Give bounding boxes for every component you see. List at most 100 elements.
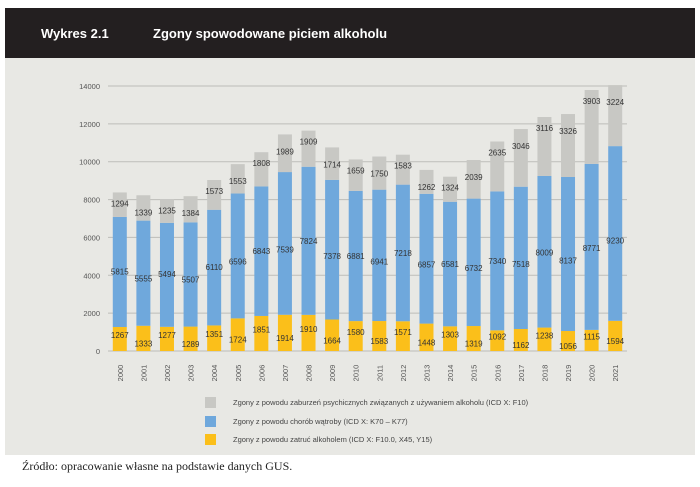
bar-segment xyxy=(443,201,458,327)
data-label: 6581 xyxy=(441,260,459,269)
bar-segment xyxy=(301,314,316,351)
bar-segment xyxy=(136,195,151,221)
bar-segment xyxy=(159,326,174,351)
data-label: 1294 xyxy=(111,199,129,208)
figure-header: Wykres 2.1 Zgony spowodowane piciem alko… xyxy=(5,8,695,58)
x-tick-label: 2004 xyxy=(210,365,219,382)
x-tick-label: 2021 xyxy=(611,365,620,382)
bar-segment xyxy=(513,186,528,330)
legend-swatch-yellow xyxy=(205,434,216,445)
bar-segment xyxy=(395,154,410,185)
data-label: 1583 xyxy=(370,337,388,346)
y-tick-label: 0 xyxy=(96,347,100,356)
data-label: 3046 xyxy=(512,142,530,151)
data-label: 1910 xyxy=(300,325,318,334)
data-label: 1319 xyxy=(465,340,483,349)
bar-segment xyxy=(159,199,174,223)
y-tick-label: 2000 xyxy=(83,309,100,318)
legend-label: Zgony z powodu chorób wątroby (ICD X: K7… xyxy=(233,417,408,426)
x-tick-label: 2012 xyxy=(399,365,408,382)
y-tick-label: 12000 xyxy=(79,120,100,129)
x-tick-label: 2007 xyxy=(281,365,290,382)
bar-segment xyxy=(608,85,623,147)
data-label: 7378 xyxy=(323,252,341,261)
bar-segment xyxy=(608,320,623,351)
x-tick-label: 2020 xyxy=(588,365,597,382)
bar-segment xyxy=(608,146,623,321)
bar-segment xyxy=(372,189,387,322)
data-label: 1162 xyxy=(512,341,530,350)
bar-segment xyxy=(254,315,269,351)
data-label: 3224 xyxy=(606,98,624,107)
data-label: 5815 xyxy=(111,267,129,276)
data-label: 1267 xyxy=(111,331,129,340)
bar-segment xyxy=(419,193,434,324)
data-label: 1235 xyxy=(158,206,176,215)
data-label: 1909 xyxy=(300,138,318,147)
data-label: 1324 xyxy=(441,184,459,193)
data-label: 1583 xyxy=(394,162,412,171)
bar-segment xyxy=(513,129,528,187)
bar-segment xyxy=(490,330,505,351)
bar-segment xyxy=(537,116,552,176)
data-label: 1808 xyxy=(252,159,270,168)
data-label: 1289 xyxy=(182,340,200,349)
data-label: 1238 xyxy=(536,331,554,340)
data-label: 1277 xyxy=(158,331,176,340)
bar-segment xyxy=(136,220,151,326)
bar-segment xyxy=(395,321,410,351)
bar-segment xyxy=(561,176,576,332)
data-label: 1594 xyxy=(606,337,624,346)
bar-segment xyxy=(207,325,222,351)
y-tick-label: 6000 xyxy=(83,233,100,242)
legend-label: Zgony z powodu zatruć alkoholem (ICD X: … xyxy=(233,435,433,444)
bar-segment xyxy=(112,327,127,351)
bar-segment xyxy=(490,191,505,331)
bar-segment xyxy=(372,156,387,190)
y-tick-label: 10000 xyxy=(79,158,100,167)
bar-segment xyxy=(584,89,599,164)
bar-segment xyxy=(443,326,458,351)
x-tick-label: 2001 xyxy=(139,365,148,382)
bar-segment xyxy=(513,329,528,351)
bar-segment xyxy=(466,326,481,351)
x-tick-label: 2013 xyxy=(422,365,431,382)
data-label: 1553 xyxy=(229,177,247,186)
bar-segment xyxy=(395,184,410,322)
data-label: 8137 xyxy=(559,257,577,266)
data-label: 1724 xyxy=(229,336,247,345)
data-label: 3116 xyxy=(536,124,554,133)
legend-swatch-gray xyxy=(205,397,216,408)
bar-segment xyxy=(490,141,505,192)
bar-segment xyxy=(277,134,292,173)
bar-segment xyxy=(159,222,174,327)
data-label: 3903 xyxy=(583,97,601,106)
bar-segment xyxy=(112,192,127,217)
bar-segment xyxy=(372,321,387,351)
data-label: 1339 xyxy=(134,208,152,217)
bar-segment xyxy=(112,216,127,328)
data-label: 8771 xyxy=(583,244,601,253)
bar-segment xyxy=(537,175,552,328)
data-label: 6941 xyxy=(370,257,388,266)
bar-segment xyxy=(183,326,198,351)
y-tick-label: 4000 xyxy=(83,271,100,280)
bar-segment xyxy=(561,331,576,351)
bar-segment xyxy=(325,147,340,180)
data-label: 6881 xyxy=(347,252,365,261)
y-tick-label: 8000 xyxy=(83,196,100,205)
bar-segment xyxy=(466,198,481,327)
data-label: 5494 xyxy=(158,270,176,279)
data-label: 1914 xyxy=(276,334,294,343)
x-tick-label: 2014 xyxy=(446,365,455,382)
bar-segment xyxy=(325,179,340,320)
x-tick-label: 2015 xyxy=(470,365,479,382)
bar-segment xyxy=(325,319,340,351)
data-label: 1750 xyxy=(370,170,388,179)
x-tick-label: 2009 xyxy=(328,365,337,382)
bar-segment xyxy=(419,169,434,194)
data-label: 1580 xyxy=(347,328,365,337)
data-label: 1659 xyxy=(347,166,365,175)
data-label: 5555 xyxy=(134,274,152,283)
bar-segment xyxy=(230,318,245,351)
